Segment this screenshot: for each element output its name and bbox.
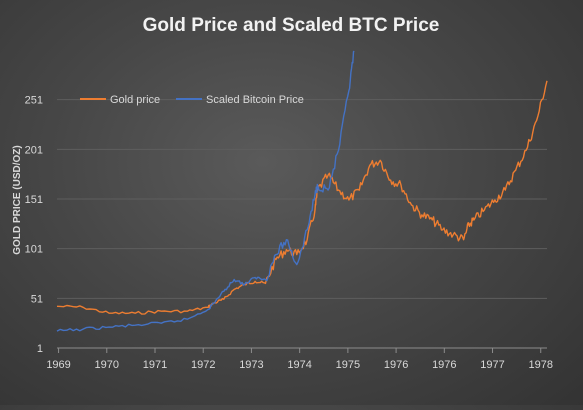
x-tick-label: 1976 bbox=[384, 359, 408, 371]
gridlines bbox=[57, 99, 547, 349]
x-tick-label: 1975 bbox=[336, 359, 360, 371]
x-tick-label: 1969 bbox=[46, 359, 70, 371]
x-axis-ticks: 1969 1970 1971 1972 1973 1974 1975 1976 1976 1977… bbox=[46, 348, 553, 371]
x-tick-label: 1971 bbox=[143, 359, 167, 371]
x-tick-label: 1973 bbox=[239, 359, 263, 371]
legend-label: Scaled Bitcoin Price bbox=[206, 94, 304, 106]
scaled-bitcoin-price-line bbox=[56, 50, 355, 332]
y-tick-label: 251 bbox=[25, 95, 43, 107]
y-tick-label: 151 bbox=[25, 194, 43, 206]
chart-title: Gold Price and Scaled BTC Price bbox=[143, 15, 440, 36]
x-tick-label: 1978 bbox=[529, 359, 553, 371]
legend: Gold price Scaled Bitcoin Price bbox=[80, 94, 304, 106]
y-axis-label: GOLD PRICE (USD/OZ) bbox=[12, 145, 23, 254]
x-tick-label: 1974 bbox=[287, 359, 311, 371]
y-tick-label: 51 bbox=[31, 293, 43, 305]
legend-label: Gold price bbox=[110, 94, 160, 106]
y-tick-label: 201 bbox=[25, 144, 43, 156]
x-tick-label: 1976 bbox=[432, 359, 456, 371]
x-tick-label: 1972 bbox=[191, 359, 215, 371]
y-tick-label: 101 bbox=[25, 244, 43, 256]
x-tick-label: 1977 bbox=[480, 359, 504, 371]
series-lines bbox=[56, 50, 548, 332]
x-tick-label: 1970 bbox=[95, 359, 119, 371]
y-tick-label: 1 bbox=[37, 343, 43, 355]
gold-price-line bbox=[56, 80, 548, 315]
